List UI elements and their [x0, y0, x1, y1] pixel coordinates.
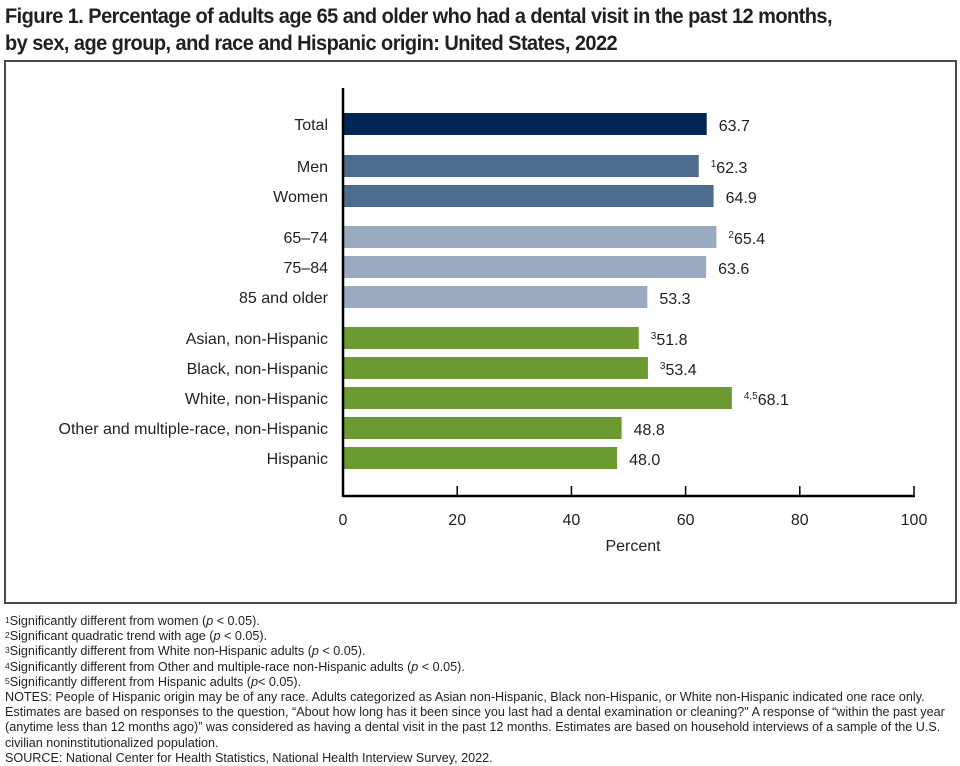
x-tick-label: 20	[448, 512, 466, 529]
footnote: 2Significant quadratic trend with age (p…	[5, 629, 957, 644]
category-label: Hispanic	[267, 451, 328, 468]
x-tick-label: 60	[677, 512, 695, 529]
footnote-marker: 4,5	[744, 391, 758, 402]
bar-other-and-multiple-race-non-hispanic	[344, 417, 622, 439]
value-label: 265.4	[728, 230, 765, 248]
x-tick-label: 40	[563, 512, 581, 529]
p-symbol: p	[411, 659, 419, 674]
value-label: 63.7	[719, 118, 750, 135]
x-tick-label: 100	[901, 512, 928, 529]
p-symbol: p	[213, 629, 221, 644]
figure-title-line-2: by sex, age group, and race and Hispanic…	[5, 31, 618, 55]
bar-75-84	[344, 256, 707, 278]
figure-title-line-1: Figure 1. Percentage of adults age 65 an…	[5, 4, 833, 28]
bar-hispanic	[344, 447, 618, 469]
footnote-text: Significantly different from Hispanic ad…	[9, 674, 251, 689]
bars-layer	[344, 113, 732, 469]
x-axis: 0 20 40 60 80 100	[339, 88, 928, 529]
footnote-tail: < 0.05).	[213, 614, 260, 628]
bar-65-74	[344, 226, 717, 248]
value-text: 53.4	[665, 362, 696, 379]
bar-white-non-hispanic	[344, 387, 732, 409]
footnote-marker: 2	[728, 230, 734, 241]
footnote-marker: 5	[5, 675, 10, 686]
footnote-marker: 1	[5, 615, 10, 625]
category-label: Asian, non-Hispanic	[186, 331, 328, 348]
category-label: 75–84	[284, 260, 329, 277]
notes-text: NOTES: People of Hispanic origin may be …	[5, 690, 945, 750]
chart-frame	[4, 60, 957, 604]
bar-total	[344, 113, 707, 135]
x-axis-title: Percent	[605, 538, 661, 555]
footnote: 3Significantly different from White non-…	[5, 644, 957, 659]
x-tick-label: 80	[791, 512, 809, 529]
bar-women	[344, 185, 714, 207]
footnote-text: Significantly different from women (	[9, 614, 207, 628]
value-label: 53.3	[659, 291, 690, 308]
footnote-text: Significantly different from Other and m…	[9, 659, 412, 674]
category-label: 85 and older	[239, 290, 329, 307]
footnote-text: Significant quadratic trend with age (	[9, 629, 214, 644]
p-symbol: p	[311, 644, 319, 659]
labels-layer: Total 63.7 Men 162.3 Women 64.9 65–74 265.4 75–8…	[59, 117, 789, 469]
category-label: White, non-Hispanic	[185, 391, 328, 408]
footnote-tail: < 0.05).	[220, 629, 268, 644]
value-label: 48.8	[634, 422, 665, 439]
footnote-marker: 4	[5, 660, 10, 671]
value-text: 68.1	[758, 392, 789, 409]
value-label: 353.4	[660, 361, 697, 379]
category-label: Other and multiple-race, non-Hispanic	[59, 421, 328, 438]
footnote-text: Significantly different from White non-H…	[9, 644, 312, 659]
value-label: 4,568.1	[744, 391, 789, 409]
category-label: Total	[294, 117, 328, 134]
category-label: 65–74	[284, 230, 329, 247]
category-label: Women	[273, 189, 328, 206]
value-label: 162.3	[711, 159, 748, 177]
footnote-tail: < 0.05).	[258, 674, 302, 689]
bar-85-and-older	[344, 286, 648, 308]
value-label: 63.6	[718, 261, 749, 278]
value-text: 51.8	[656, 332, 687, 349]
category-label: Men	[297, 159, 328, 176]
footnote: 5Significantly different from Hispanic a…	[5, 675, 957, 690]
p-symbol: p	[251, 674, 259, 689]
value-label: 351.8	[651, 331, 688, 349]
footnotes-list: 1Significantly different from women (p <…	[5, 614, 957, 690]
value-label: 64.9	[726, 190, 757, 207]
value-text: 62.3	[716, 160, 747, 177]
value-label: 48.0	[629, 452, 660, 469]
footnote-marker: 1	[711, 159, 717, 170]
bar-men	[344, 155, 699, 177]
p-symbol: p	[206, 614, 214, 628]
notes-section: 1Significantly different from women (p <…	[5, 614, 957, 766]
x-tick-label: 0	[339, 512, 348, 529]
footnote-tail: < 0.05).	[418, 659, 465, 674]
footnote-marker: 2	[5, 630, 10, 641]
bar-asian-non-hispanic	[344, 327, 639, 349]
source-text: SOURCE: National Center for Health Stati…	[5, 750, 493, 765]
footnote-tail: < 0.05).	[318, 644, 366, 659]
footnote: 4Significantly different from Other and …	[5, 660, 957, 675]
footnote: 1Significantly different from women (p <…	[5, 614, 957, 629]
category-label: Black, non-Hispanic	[187, 361, 328, 378]
footnote-marker: 3	[660, 361, 666, 372]
footnote-marker: 3	[5, 645, 10, 656]
footnote-marker: 3	[651, 331, 657, 342]
figure-title: Figure 1. Percentage of adults age 65 an…	[5, 3, 889, 57]
bar-black-non-hispanic	[344, 357, 648, 379]
value-text: 65.4	[734, 231, 765, 248]
